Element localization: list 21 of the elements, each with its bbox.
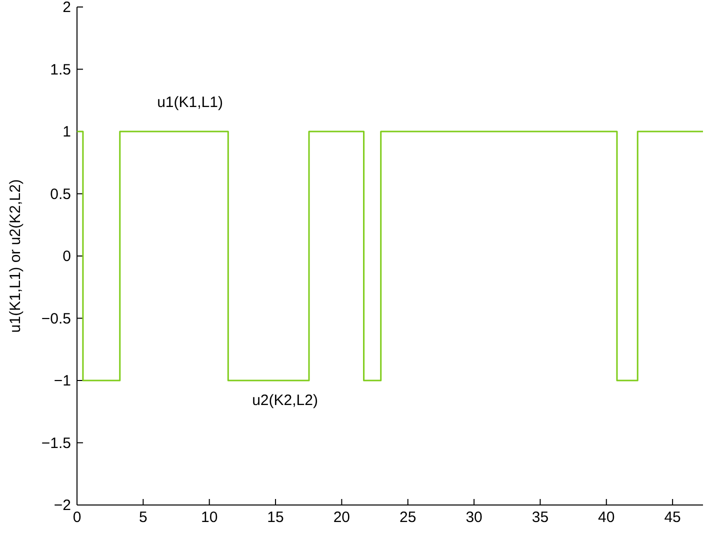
x-tick-label: 20 <box>333 509 350 526</box>
x-tick-label: 15 <box>267 509 284 526</box>
x-tick-label: 30 <box>466 509 482 526</box>
y-tick-label: 2 <box>62 0 71 16</box>
y-tick-label: 0.5 <box>50 186 71 203</box>
x-tick-label: 25 <box>400 509 416 526</box>
y-axis-title: u1(K1,L1) or u2(K2,L2) <box>7 179 24 333</box>
x-tick-label: 5 <box>139 509 148 526</box>
y-tick-label: −2 <box>54 497 71 514</box>
x-tick-label: 10 <box>201 509 218 526</box>
annotation: u1(K1,L1) <box>157 94 223 111</box>
x-tick-label: 45 <box>664 509 681 526</box>
x-tick-label: 35 <box>532 509 549 526</box>
annotation: u2(K2,L2) <box>252 392 318 409</box>
y-tick-label: −1.5 <box>41 434 71 452</box>
x-tick-label: 40 <box>598 509 615 526</box>
y-tick-label: 1.5 <box>50 61 71 78</box>
y-tick-label: 0 <box>62 248 71 265</box>
y-tick-label: −1 <box>54 372 71 390</box>
y-tick-label: −0.5 <box>41 310 71 328</box>
y-tick-label: 1 <box>62 124 71 140</box>
